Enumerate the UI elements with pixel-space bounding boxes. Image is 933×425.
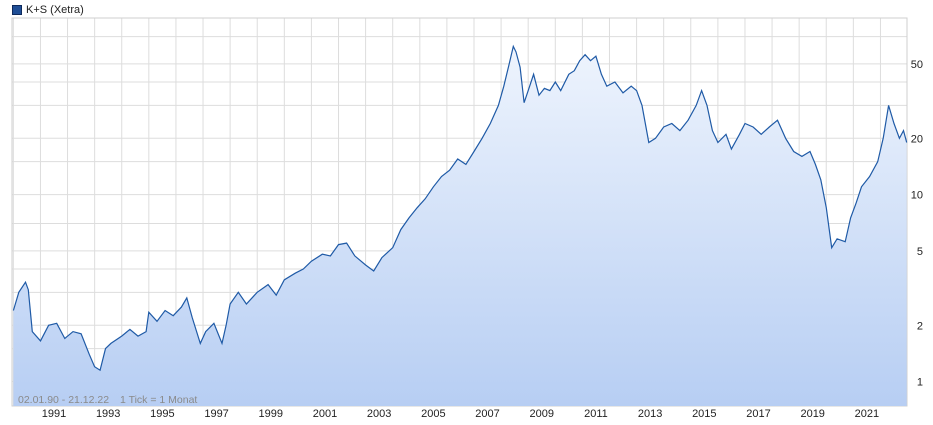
x-tick-label: 2015 [692,408,716,420]
price-area [13,46,907,407]
y-tick-label: 5 [917,246,923,258]
price-line [12,44,908,372]
y-tick-label: 50 [911,59,923,71]
x-tick-label: 2019 [800,408,824,420]
legend: K+S (Xetra) [12,3,84,17]
x-tick-label: 2021 [855,408,879,420]
x-axis-labels: 1991 1993 1995 1997 1999 2001 2003 2005 2007 2009… [42,408,879,420]
x-tick-label: 2011 [584,408,608,420]
x-tick-label: 2003 [367,408,391,420]
x-tick-label: 2017 [746,408,770,420]
legend-swatch-icon [12,5,22,15]
y-tick-label: 2 [917,320,923,332]
x-tick-label: 1993 [96,408,120,420]
y-axis-labels: 1 2 5 10 20 50 [911,59,923,389]
x-tick-label: 2007 [475,408,499,420]
footnote-tick-interval: 1 Tick = 1 Monat [120,394,197,406]
x-tick-label: 2009 [529,408,553,420]
legend-label: K+S (Xetra) [26,4,84,16]
y-tick-label: 10 [911,190,923,202]
x-tick-label: 2005 [421,408,445,420]
x-tick-label: 2001 [313,408,337,420]
footnote-range: 02.01.90 - 21.12.22 [18,394,109,406]
x-tick-label: 1999 [259,408,283,420]
y-tick-label: 20 [911,133,923,145]
y-tick-label: 1 [917,377,923,389]
x-tick-label: 1995 [150,408,174,420]
x-tick-label: 1991 [42,408,66,420]
x-tick-label: 1997 [204,408,228,420]
x-tick-label: 2013 [638,408,662,420]
